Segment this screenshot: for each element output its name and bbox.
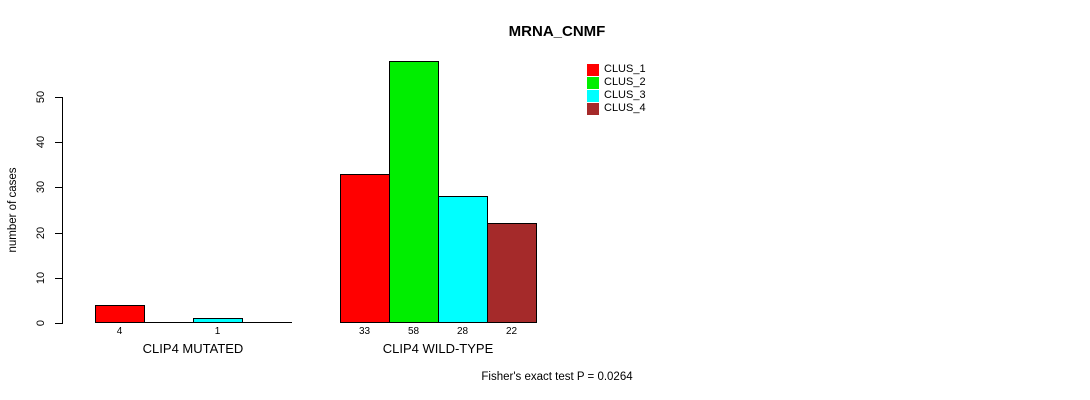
bar (487, 223, 537, 323)
legend-item: CLUS_2 (587, 76, 646, 89)
bar-value-label: 4 (116, 326, 123, 337)
legend: CLUS_1 CLUS_2 CLUS_3 CLUS_4 (587, 63, 646, 115)
x-category-label: CLIP4 MUTATED (142, 341, 244, 356)
zero-height-bar (242, 322, 292, 323)
legend-item: CLUS_3 (587, 89, 646, 102)
bar-value-label: 1 (214, 326, 221, 337)
legend-swatch (587, 63, 599, 76)
fisher-test-annotation: Fisher's exact test P = 0.0264 (481, 371, 633, 383)
y-axis-tick-label: 0 (35, 319, 47, 327)
y-axis-tick (55, 97, 63, 98)
legend-swatch (587, 76, 599, 89)
y-axis-label: number of cases (7, 167, 19, 253)
bar (389, 61, 439, 323)
legend-label: CLUS_1 (604, 63, 646, 75)
x-category-label: CLIP4 WILD-TYPE (382, 341, 494, 356)
bar-value-label: 22 (505, 326, 518, 337)
y-axis-tick-label: 30 (35, 180, 47, 194)
y-axis-tick (55, 187, 63, 188)
y-axis-tick (55, 233, 63, 234)
legend-swatch (587, 89, 599, 102)
bar-value-label: 58 (407, 326, 420, 337)
y-axis-tick-label: 40 (35, 135, 47, 149)
bar-value-label: 28 (456, 326, 469, 337)
chart-title: MRNA_CNMF (508, 23, 606, 40)
y-axis-tick-label: 20 (35, 226, 47, 240)
y-axis-line (62, 97, 63, 323)
bar (193, 318, 243, 323)
y-axis-tick (55, 278, 63, 279)
legend-label: CLUS_2 (604, 76, 646, 88)
y-axis-tick (55, 142, 63, 143)
bar (340, 174, 390, 323)
legend-label: CLUS_4 (604, 102, 646, 114)
bar-value-label: 33 (358, 326, 371, 337)
legend-item: CLUS_1 (587, 63, 646, 76)
legend-label: CLUS_3 (604, 89, 646, 101)
bar (438, 196, 488, 323)
zero-height-bar (144, 322, 194, 323)
legend-swatch (587, 102, 599, 115)
y-axis-tick-label: 50 (35, 90, 47, 104)
y-axis-tick-label: 10 (35, 271, 47, 285)
y-axis-tick (55, 323, 63, 324)
bar (95, 305, 145, 323)
legend-item: CLUS_4 (587, 102, 646, 115)
